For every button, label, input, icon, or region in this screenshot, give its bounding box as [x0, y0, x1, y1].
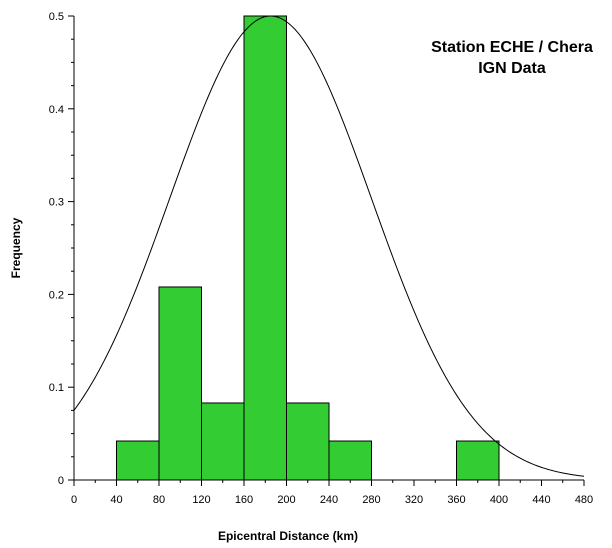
x-tick-label: 360	[447, 494, 465, 506]
x-tick-label: 0	[71, 494, 77, 506]
y-axis-label: Frequency	[9, 217, 23, 278]
x-tick-label: 440	[532, 494, 550, 506]
x-tick-label: 160	[235, 494, 253, 506]
x-tick-label: 280	[362, 494, 380, 506]
histogram-bar-40-80	[116, 440, 160, 481]
x-tick-label: 200	[277, 494, 295, 506]
histogram-bar-200-240	[286, 402, 330, 481]
y-axis-ticks: 0 0.1 0.2 0.3 0.4 0.5	[49, 11, 74, 487]
x-tick-label: 240	[320, 494, 338, 506]
y-tick-label: 0.4	[49, 104, 64, 116]
y-tick-label: 0.3	[49, 197, 64, 209]
y-tick-label: 0.5	[49, 11, 64, 23]
histogram-bar-120-160	[201, 402, 245, 481]
histogram-bar-240-280	[328, 440, 372, 481]
normal-fit-curve	[73, 15, 585, 477]
y-tick-label: 0.2	[49, 289, 64, 301]
chart-title-line-2: IGN Data	[478, 60, 546, 77]
x-axis-ticks: 0 40 80 120 160 200 240 280 320 360 400 440 480	[71, 480, 593, 506]
x-axis-label: Epicentral Distance (km)	[218, 529, 358, 543]
x-tick-label: 80	[153, 494, 165, 506]
y-tick-label: 0	[58, 475, 64, 487]
x-tick-label: 320	[405, 494, 423, 506]
x-tick-label: 480	[575, 494, 593, 506]
x-tick-label: 400	[490, 494, 508, 506]
histogram-bar-360-400	[456, 440, 500, 481]
histogram-bar-80-120	[158, 286, 202, 481]
y-tick-label: 0.1	[49, 382, 64, 394]
x-tick-label: 40	[110, 494, 122, 506]
histogram-bars	[116, 15, 500, 481]
histogram-bar-160-200	[243, 15, 287, 481]
chart-title-line-1: Station ECHE / Chera	[431, 39, 593, 56]
x-tick-label: 120	[192, 494, 210, 506]
